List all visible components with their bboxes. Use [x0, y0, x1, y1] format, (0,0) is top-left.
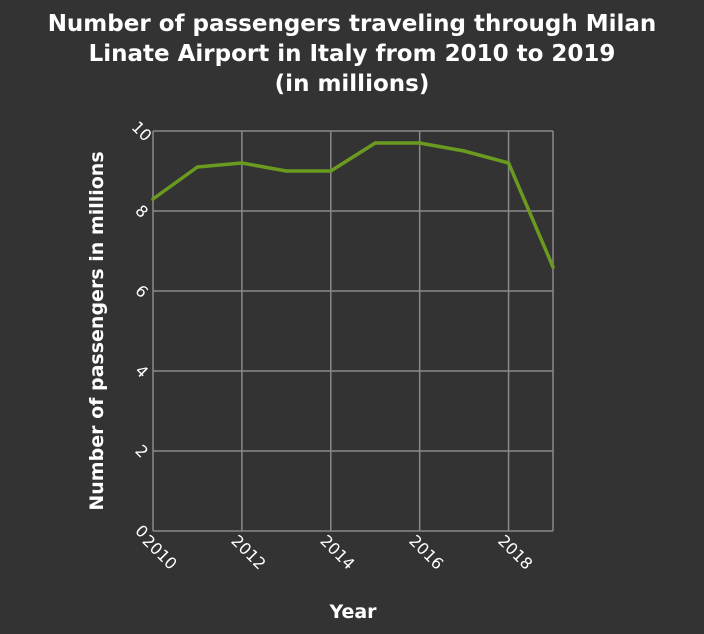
- data-point: [284, 169, 289, 173]
- data-point: [240, 161, 244, 165]
- y-axis-label: Number of passengers in millions: [86, 151, 108, 510]
- data-point: [151, 197, 155, 201]
- chart-title-line-2: Linate Airport in Italy from 2010 to 201…: [89, 41, 616, 67]
- data-point: [329, 169, 333, 173]
- chart-title-line-1: Number of passengers traveling through M…: [48, 11, 657, 37]
- data-point: [417, 141, 422, 145]
- series-line: [151, 141, 555, 269]
- grid-lines: [152, 130, 554, 532]
- data-series: [151, 141, 555, 269]
- chart-title-line-3: (in millions): [275, 71, 430, 97]
- data-point: [195, 165, 200, 169]
- x-axis-label: Year: [328, 601, 377, 623]
- data-point: [462, 149, 466, 153]
- data-point: [373, 141, 377, 145]
- data-point: [506, 161, 511, 165]
- data-point: [551, 265, 555, 269]
